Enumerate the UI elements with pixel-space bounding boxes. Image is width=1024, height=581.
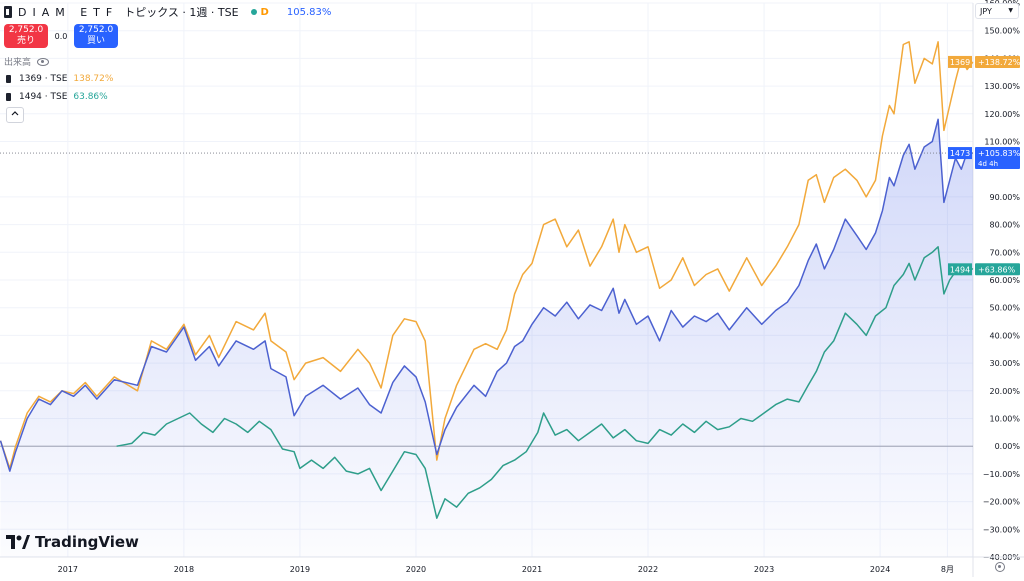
legend-symbol: 1494 · TSE	[19, 92, 68, 102]
y-tick-label: 30.00%	[989, 359, 1020, 368]
chevron-up-icon	[11, 111, 19, 116]
sell-button[interactable]: 2,752.0 売り	[4, 24, 48, 48]
y-tick-label: 110.00%	[984, 138, 1020, 147]
symbol-marker-icon	[6, 93, 11, 101]
volume-label: 出来高	[4, 58, 32, 68]
x-tick-label: 2018	[174, 565, 194, 574]
last-value-tag	[975, 263, 1020, 276]
currency-select[interactable]: JPY ▼	[975, 3, 1019, 19]
y-tick-label: 120.00%	[984, 110, 1020, 119]
y-tick-label: −20.00%	[983, 498, 1021, 507]
series-line-1494[interactable]	[116, 246, 974, 519]
spread-value: 0.0	[54, 31, 68, 41]
collapse-legend-button[interactable]	[6, 107, 24, 123]
y-tick-label: 10.00%	[989, 415, 1020, 424]
y-tick-label: 80.00%	[989, 221, 1020, 230]
header-change: 105.83%	[286, 6, 332, 18]
series-name-tag	[948, 147, 972, 160]
y-tick-label: 90.00%	[989, 193, 1020, 202]
currency-label: JPY	[980, 6, 992, 16]
legend-symbol: 1369 · TSE	[19, 74, 68, 84]
x-tick-label: 2021	[522, 565, 542, 574]
symbol-marker-icon	[6, 75, 11, 83]
watermark-text: TradingView	[35, 533, 139, 551]
series-name-tag-label: 1494	[950, 265, 970, 274]
last-value-label: +105.83%	[978, 149, 1021, 158]
tradingview-watermark: TradingView	[6, 533, 139, 551]
y-tick-label: −30.00%	[983, 525, 1021, 534]
x-tick-label: 2019	[290, 565, 310, 574]
buy-price: 2,752.0	[78, 25, 114, 35]
x-tick-label: 2017	[58, 565, 78, 574]
sell-price: 2,752.0	[8, 25, 44, 35]
y-tick-label: 130.00%	[984, 82, 1020, 91]
eye-icon[interactable]	[37, 57, 50, 66]
settings-gear-icon[interactable]	[995, 562, 1005, 572]
symbol-logo-icon	[4, 6, 12, 18]
series-line-1473[interactable]	[0, 118, 973, 472]
series-name-tag-label: 1369	[950, 58, 970, 67]
chevron-down-icon: ▼	[1008, 7, 1013, 14]
symbol-title[interactable]: DIAM ETF	[18, 5, 119, 19]
y-tick-label: 20.00%	[989, 387, 1020, 396]
legend-item-1494[interactable]: 1494 · TSE 63.86%	[6, 92, 108, 102]
market-status-icon	[250, 9, 257, 15]
data-delay-badge[interactable]: D	[260, 6, 269, 18]
buy-label: 買い	[86, 36, 105, 46]
legend-value: 63.86%	[73, 92, 108, 102]
x-tick-label: 2022	[638, 565, 658, 574]
last-value-label: +63.86%	[978, 265, 1016, 274]
last-value-tag	[975, 147, 1020, 170]
y-tick-label: −10.00%	[983, 470, 1021, 479]
area-fill-1473	[0, 119, 973, 558]
series-line-1369[interactable]	[0, 41, 974, 470]
y-tick-label: 0.00%	[995, 442, 1021, 451]
volume-indicator[interactable]: 出来高	[4, 55, 50, 68]
series-name-tag	[948, 55, 972, 68]
y-tick-label: 60.00%	[989, 276, 1020, 285]
y-tick-label: 50.00%	[989, 304, 1020, 313]
x-tick-label: 2024	[870, 565, 890, 574]
series-name-tag	[948, 263, 972, 276]
x-tick-label: 2023	[754, 565, 774, 574]
y-tick-label: 40.00%	[989, 331, 1020, 340]
symbol-subtitle: トピックス · 1週 · TSE	[124, 6, 239, 19]
tradingview-logo-icon	[6, 535, 30, 549]
sell-label: 売り	[16, 36, 35, 46]
buy-button[interactable]: 2,752.0 買い	[74, 24, 118, 48]
series-name-tag-label: 1473	[950, 149, 970, 158]
x-tick-label: 2020	[406, 565, 426, 574]
countdown-label: 4d 4h	[978, 160, 998, 168]
last-value-label: +138.72%	[978, 58, 1021, 67]
legend-value: 138.72%	[73, 74, 114, 84]
legend-item-1369[interactable]: 1369 · TSE 138.72%	[6, 74, 113, 84]
y-tick-label: 150.00%	[984, 27, 1020, 36]
trade-buttons: 2,752.0 売り 0.0 2,752.0 買い	[4, 24, 118, 48]
y-tick-label: 70.00%	[989, 248, 1020, 257]
x-tick-label: 8月	[941, 565, 954, 574]
last-value-tag	[975, 55, 1020, 68]
chart-header: DIAM ETF トピックス · 1週 · TSE D 105.83%	[4, 4, 331, 20]
